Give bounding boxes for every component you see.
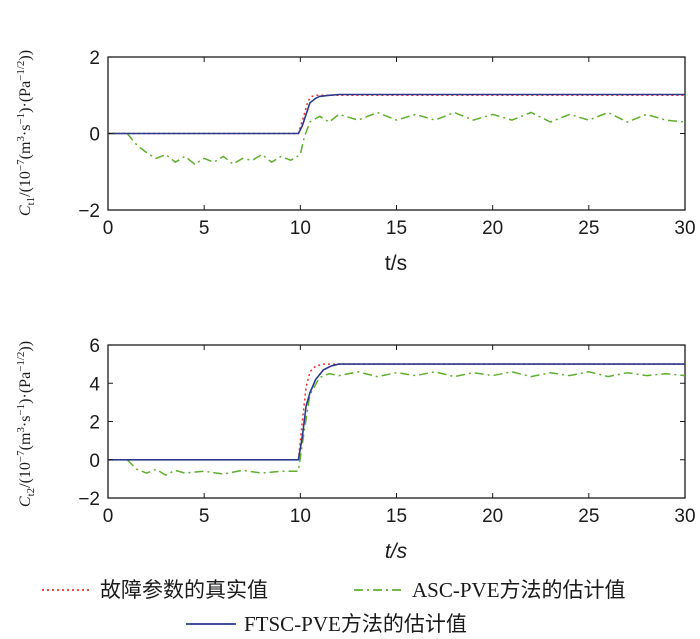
x-tick-label: 15 [386,218,407,239]
axes-frame [107,344,686,499]
x-tick-label: 10 [290,218,311,239]
y-tick-label: −2 [78,201,100,222]
x-tick-label: 0 [103,506,114,527]
x-tick-label: 15 [386,506,407,527]
series-line-asc [108,111,686,166]
y-tick-label: 0 [89,451,100,472]
y-tick-label: 2 [89,48,100,69]
x-axis-label: t/s [385,540,408,563]
x-axis-label: t/s [385,252,407,275]
x-tick-label: 30 [674,218,695,239]
y-tick-label: 4 [89,374,100,395]
legend: 故障参数的真实值 ASC-PVE方法的估计值 FTSC-PVE方法的估计值 [42,578,626,636]
x-tick-label: 25 [578,506,599,527]
x-tick-label: 10 [290,506,311,527]
series-line-true [108,363,685,461]
plot-panel-ct1: 0 5 10 15 20 25 30−202 t/s Ct1/(10−7(m3·s−1)·(… [15,48,696,275]
x-tick-label: 20 [482,218,503,239]
series-line-ftsc [108,363,685,461]
y-tick-label: 6 [89,336,100,357]
series-line-ftsc [108,93,685,135]
legend-label-ftsc: FTSC-PVE方法的估计值 [244,612,467,636]
series-line-asc [108,371,686,476]
series-line-true [108,94,685,135]
x-tick-label: 5 [199,218,210,239]
x-tick-label: 25 [578,218,599,239]
y-axis-label: Ct1/(10−7(m3·s−1)·(Pa−1/2)) [15,50,37,216]
y-tick-label: 2 [89,413,100,434]
x-tick-label: 30 [674,506,695,527]
y-tick-label: 0 [89,125,100,146]
legend-label-asc: ASC-PVE方法的估计值 [412,578,626,602]
x-tick-label: 5 [199,506,210,527]
y-tick-label: −2 [78,489,100,510]
x-tick-label: 0 [103,218,114,239]
y-axis-label: Ct2/(10−7(m3·s−1)·(Pa−1/2)) [15,341,37,507]
x-tick-label: 20 [482,506,503,527]
legend-label-true: 故障参数的真实值 [100,578,268,602]
